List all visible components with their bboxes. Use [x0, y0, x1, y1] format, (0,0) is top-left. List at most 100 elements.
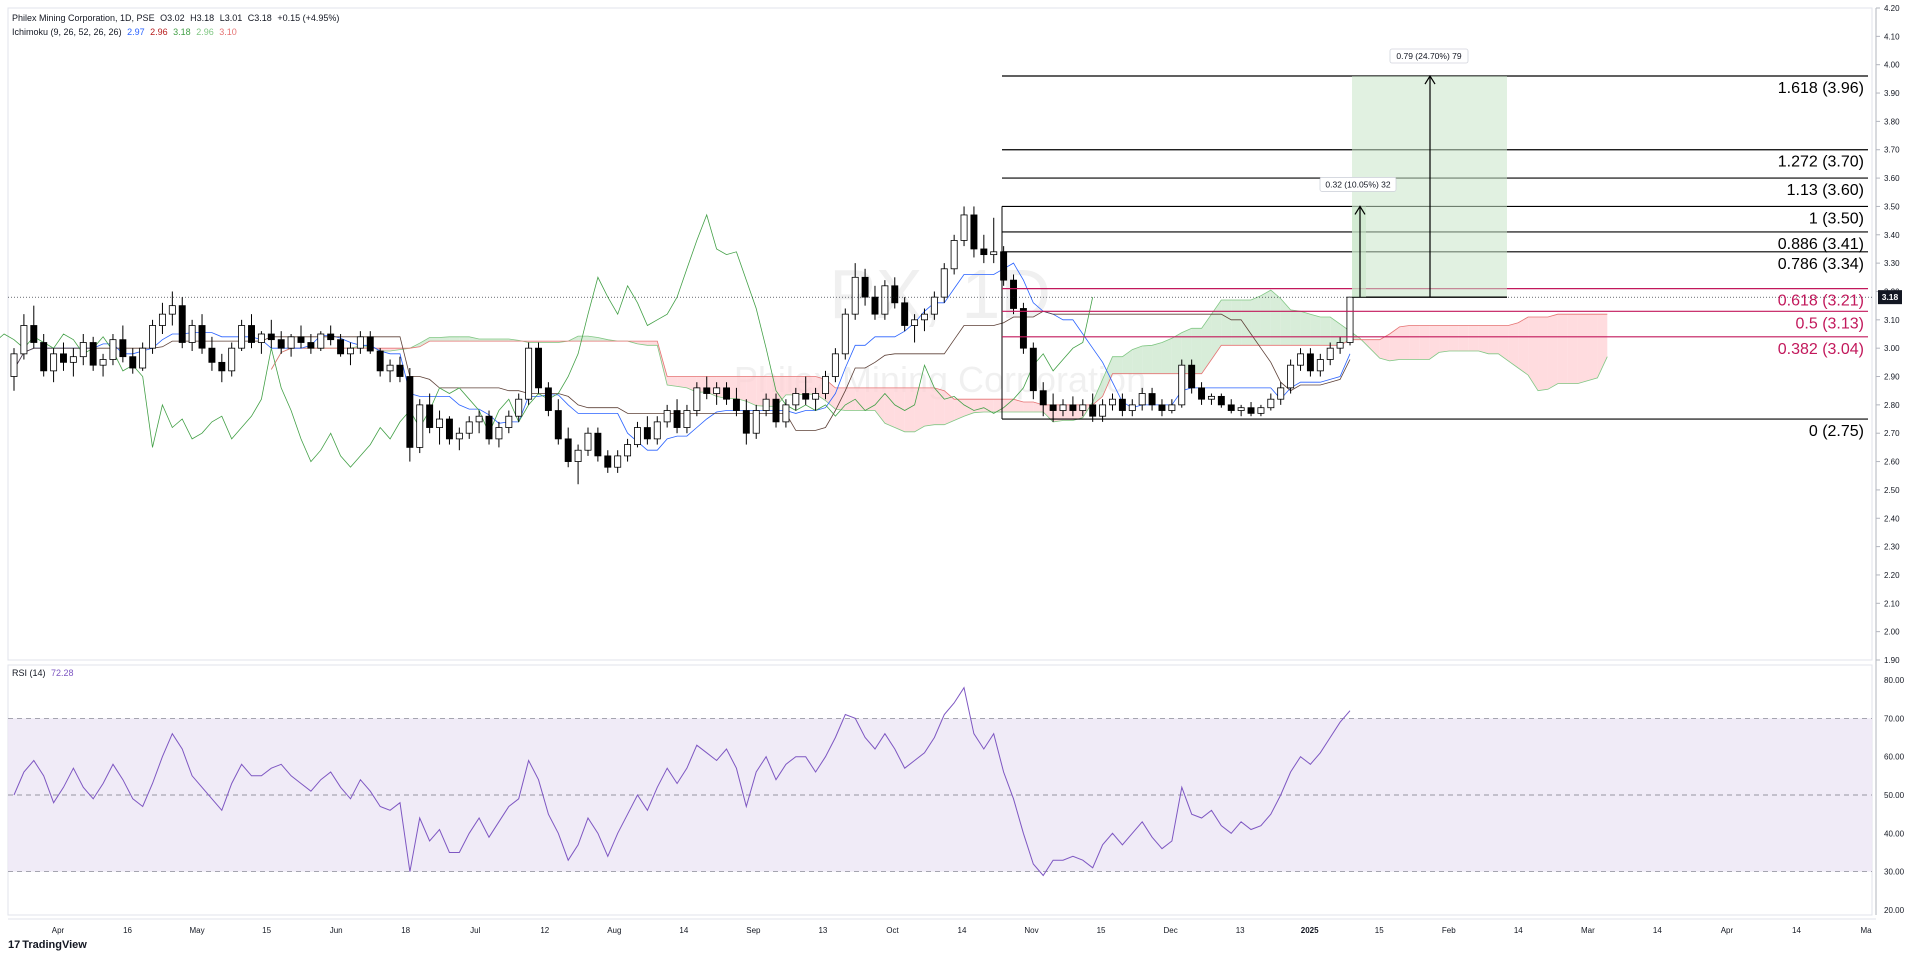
candle — [20, 314, 28, 360]
ichimoku-cloud-segment — [1419, 325, 1430, 360]
candle-body — [1336, 342, 1344, 349]
candle — [89, 336, 97, 371]
ichimoku-cloud-segment — [1538, 316, 1548, 391]
candle — [1237, 404, 1245, 417]
ichimoku-cloud-segment — [845, 387, 856, 411]
ichimoku-cloud-segment — [983, 399, 994, 412]
candle — [812, 387, 820, 411]
candle-body — [267, 333, 275, 341]
ichimoku-cloud-segment — [1528, 316, 1539, 391]
price-tick-label: 2.50 — [1884, 486, 1900, 495]
ichimoku-cloud-segment — [954, 399, 965, 421]
ichimoku-cloud-segment — [1221, 299, 1232, 346]
candle — [228, 342, 236, 377]
candle-body — [485, 415, 493, 440]
candle — [841, 308, 849, 360]
ichimoku-cloud-segment — [1330, 316, 1341, 346]
ichimoku-label: Ichimoku (9, 26, 52, 26, 26) — [12, 27, 122, 37]
candle — [1029, 342, 1037, 400]
candle-body — [1029, 347, 1037, 392]
ichimoku-base-line — [13, 310, 1351, 431]
price-tick-label: 2.70 — [1884, 429, 1900, 438]
ichimoku-cloud-segment — [429, 337, 440, 342]
candle — [327, 325, 335, 346]
price-tick-label: 3.50 — [1884, 202, 1900, 211]
candle-body — [20, 325, 28, 355]
candle-body — [1316, 359, 1324, 372]
ichimoku-cloud-segment — [805, 376, 816, 395]
candle — [624, 438, 632, 462]
candle-body — [742, 410, 750, 434]
candle-body — [643, 427, 651, 440]
rsi-label: RSI (14) — [12, 668, 46, 678]
ichimoku-value-conversion: 2.97 — [127, 27, 145, 37]
rsi-tick-label: 30.00 — [1884, 868, 1905, 877]
candle-body — [40, 342, 48, 372]
candle-body — [574, 449, 582, 462]
candle — [69, 348, 77, 377]
candle-body — [515, 398, 523, 417]
price-tick-label: 3.80 — [1884, 117, 1900, 126]
candle-body — [1168, 404, 1176, 411]
fib-level-label: 1.13 (3.60) — [1787, 182, 1864, 199]
time-tick-label: Oct — [886, 926, 899, 935]
candle-body — [673, 410, 681, 428]
candle — [1188, 359, 1196, 394]
candle-body — [683, 410, 691, 428]
time-tick-label: Sep — [746, 926, 761, 935]
candle — [673, 399, 681, 434]
symbol-legend[interactable]: Philex Mining Corporation, 1D, PSE O3.02… — [12, 13, 342, 23]
candle — [1227, 399, 1235, 414]
candle — [386, 359, 394, 383]
candle-body — [406, 376, 414, 448]
rsi-legend[interactable]: RSI (14) 72.28 — [12, 668, 77, 678]
candle — [653, 416, 661, 445]
candle-body — [79, 342, 87, 358]
time-tick-label: 2025 — [1301, 926, 1319, 935]
candle-body — [1148, 393, 1156, 406]
ichimoku-cloud-segment — [1122, 349, 1133, 374]
ichimoku-cloud-segment — [469, 336, 480, 342]
candle-body — [1277, 387, 1285, 400]
candle — [772, 393, 780, 428]
ichimoku-cloud-segment — [1468, 325, 1479, 352]
candle-body — [940, 268, 948, 298]
fib-level-label: 0.786 (3.34) — [1778, 256, 1864, 273]
time-tick-label: 12 — [540, 926, 549, 935]
price-tick-label: 2.00 — [1884, 628, 1900, 637]
candle-body — [713, 387, 721, 394]
ichimoku-cloud-segment — [924, 387, 935, 427]
candle — [465, 416, 473, 439]
time-tick-label: Nov — [1024, 926, 1038, 935]
candle-body — [624, 444, 632, 457]
candle-body — [99, 359, 107, 366]
time-tick-label: Apr — [52, 926, 65, 935]
price-tick-label: 3.60 — [1884, 174, 1900, 183]
candle-body — [30, 325, 38, 343]
ichimoku-value-base: 2.96 — [150, 27, 168, 37]
candle — [1089, 393, 1097, 422]
candle-body — [1326, 347, 1334, 360]
candle — [1198, 382, 1206, 405]
candle-body — [663, 410, 671, 423]
time-tick-label: 14 — [1514, 926, 1523, 935]
tradingview-icon: 17 — [8, 939, 21, 951]
candle — [535, 342, 542, 394]
candle-body — [396, 364, 404, 377]
candle-body — [297, 336, 305, 343]
candle-body — [693, 387, 701, 411]
ichimoku-legend[interactable]: Ichimoku (9, 26, 52, 26, 26) 2.97 2.96 3… — [12, 27, 240, 37]
ichimoku-cloud-segment — [1161, 338, 1172, 374]
candle — [347, 342, 354, 366]
ichimoku-cloud-segment — [1290, 309, 1301, 346]
ichimoku-conversion-line — [13, 262, 1351, 451]
candle — [436, 410, 444, 445]
candle-body — [1049, 404, 1057, 411]
candle-body — [792, 393, 800, 406]
tradingview-logo[interactable]: 17 TradingView — [8, 939, 87, 951]
last-price-badge — [1878, 290, 1902, 305]
candle — [277, 331, 285, 354]
candle-body — [89, 342, 97, 366]
candle-body — [970, 214, 978, 250]
